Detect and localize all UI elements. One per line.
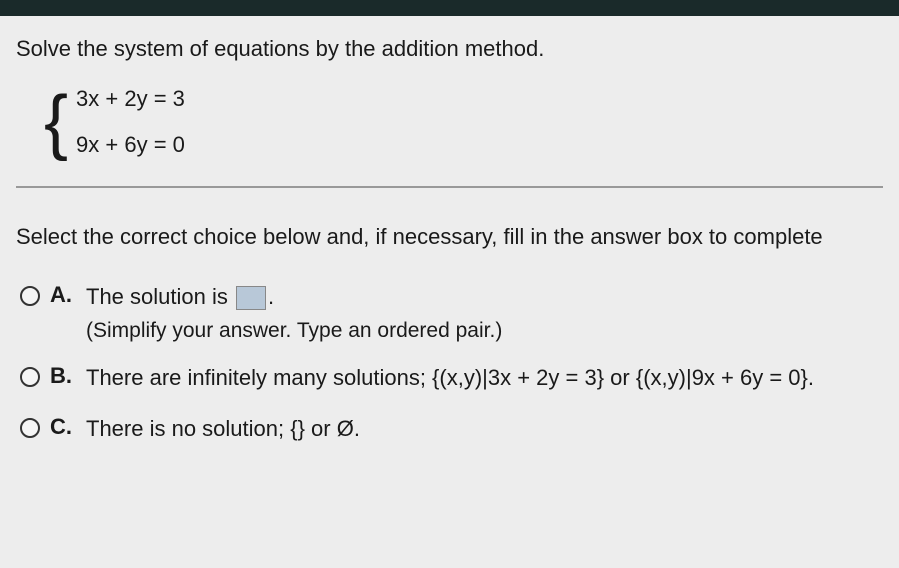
choice-c-body: There is no solution; {} or Ø. — [86, 414, 883, 445]
choice-a-letter: A. — [50, 282, 72, 308]
radio-c[interactable] — [20, 418, 40, 438]
question-prompt: Solve the system of equations by the add… — [16, 36, 883, 62]
choice-a-subtext: (Simplify your answer. Type an ordered p… — [86, 319, 883, 343]
equation-2: 9x + 6y = 0 — [76, 132, 185, 158]
window-top-bar — [0, 0, 899, 16]
answer-instruction: Select the correct choice below and, if … — [16, 224, 883, 250]
choice-c-text: There is no solution; {} or Ø. — [86, 414, 883, 445]
choice-b[interactable]: B. There are infinitely many solutions; … — [20, 363, 883, 394]
choice-a-text-after: . — [268, 284, 274, 309]
equation-1: 3x + 2y = 3 — [76, 86, 185, 112]
choice-a[interactable]: A. The solution is . (Simplify your answ… — [20, 282, 883, 343]
choice-b-text: There are infinitely many solutions; {(x… — [86, 363, 883, 394]
question-content: Solve the system of equations by the add… — [0, 16, 899, 568]
choice-a-body: The solution is . (Simplify your answer.… — [86, 282, 883, 343]
equation-system: { 3x + 2y = 3 9x + 6y = 0 — [44, 86, 883, 158]
system-brace: { — [44, 86, 68, 158]
choice-b-letter: B. — [50, 363, 72, 389]
choices-container: A. The solution is . (Simplify your answ… — [20, 282, 883, 444]
answer-input-box[interactable] — [236, 286, 266, 310]
choice-a-text: The solution is . — [86, 282, 883, 313]
choice-c[interactable]: C. There is no solution; {} or Ø. — [20, 414, 883, 445]
equations-container: 3x + 2y = 3 9x + 6y = 0 — [76, 86, 185, 158]
radio-b[interactable] — [20, 367, 40, 387]
section-divider — [16, 186, 883, 188]
radio-a[interactable] — [20, 286, 40, 306]
choice-a-text-before: The solution is — [86, 284, 234, 309]
choice-b-body: There are infinitely many solutions; {(x… — [86, 363, 883, 394]
choice-c-letter: C. — [50, 414, 72, 440]
